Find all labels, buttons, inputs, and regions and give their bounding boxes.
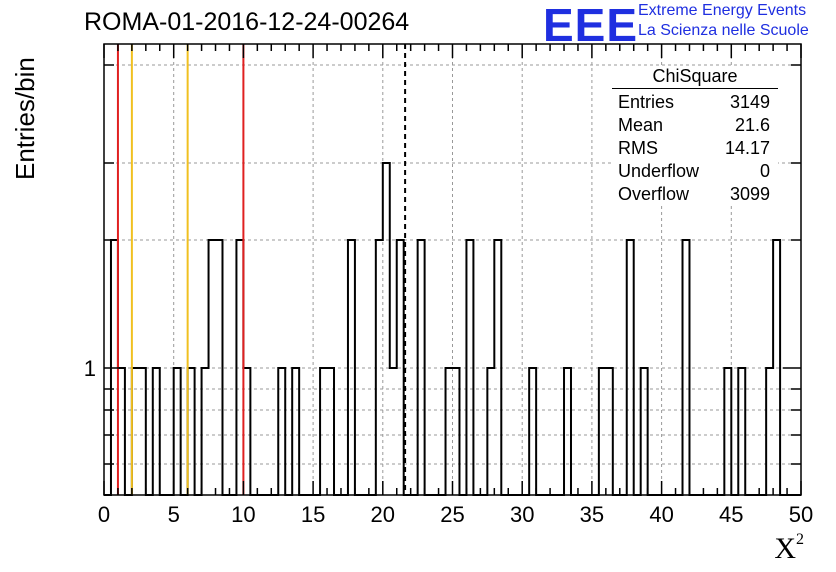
- histogram-bin: [390, 368, 397, 495]
- plot-frame: [103, 43, 802, 496]
- histogram-bin: [243, 368, 250, 495]
- histogram-bin: [327, 368, 334, 495]
- histogram-bin: [738, 368, 745, 495]
- histogram-bin: [132, 368, 139, 495]
- histogram-bin: [278, 368, 285, 495]
- histogram-bin: [202, 368, 209, 495]
- stats-value: 0: [759, 161, 770, 181]
- stats-label: RMS: [618, 138, 658, 158]
- x-tick-label: 15: [301, 502, 325, 527]
- y-axis-label: Entries/bin: [10, 57, 40, 180]
- histogram-bin: [446, 368, 453, 495]
- histogram-bin: [174, 368, 181, 495]
- eee-logo: EEE: [543, 0, 639, 51]
- histogram-bin: [139, 368, 146, 495]
- x-tick-label: 40: [649, 502, 673, 527]
- logo-line-1: Extreme Energy Events: [638, 2, 807, 19]
- stats-value: 3099: [729, 184, 770, 204]
- y-tick-label: 1: [84, 356, 96, 381]
- stats-label: Mean: [618, 115, 664, 135]
- stats-row-underflow: Underflow 0: [612, 160, 778, 183]
- histogram-bin: [292, 368, 299, 495]
- histogram-bin: [724, 368, 731, 495]
- reference-lines: [116, 44, 407, 495]
- histogram-bin: [320, 368, 327, 495]
- histogram-bin: [766, 368, 773, 495]
- x-tick-label: 45: [719, 502, 743, 527]
- histogram-bin: [153, 368, 160, 495]
- x-tick-label: 5: [168, 502, 180, 527]
- axis-ticks: 0 5 10 15 20 25 30 35 40 45 50 1: [84, 44, 813, 527]
- histogram-bin: [118, 368, 125, 495]
- x-axis-label: X2: [774, 531, 804, 566]
- stats-box: ChiSquare Entries 3149 Mean 21.6 RMS 14.17 …: [612, 66, 778, 206]
- stats-row-entries: Entries 3149: [612, 91, 778, 114]
- stats-title: ChiSquare: [612, 66, 778, 89]
- x-tick-label: 30: [510, 502, 534, 527]
- x-tick-label: 25: [440, 502, 464, 527]
- chart-title: ROMA-01-2016-12-24-00264: [84, 8, 410, 36]
- histogram-bin: [487, 368, 494, 495]
- stats-value: 21.6: [734, 115, 770, 135]
- histogram-bin: [453, 368, 460, 495]
- stats-label: Entries: [618, 92, 675, 112]
- x-tick-label: 0: [98, 502, 110, 527]
- histogram-bin: [383, 163, 390, 495]
- histogram-bin: [606, 368, 613, 495]
- x-axis-label-base: X: [774, 532, 796, 565]
- stats-value: 3149: [729, 92, 770, 112]
- histogram-bin: [564, 368, 571, 495]
- x-tick-label: 35: [580, 502, 604, 527]
- stats-row-rms: RMS 14.17: [612, 137, 778, 160]
- x-tick-label: 20: [371, 502, 395, 527]
- histogram-bin: [529, 368, 536, 495]
- x-tick-label: 50: [789, 502, 813, 527]
- logo-line-2: La Scienza nelle Scuole: [638, 22, 809, 39]
- stats-row-mean: Mean 21.6: [612, 114, 778, 137]
- stats-label: Overflow: [618, 184, 690, 204]
- x-axis-label-superscript: 2: [796, 531, 804, 548]
- stats-value: 14.17: [724, 138, 770, 158]
- x-tick-label: 10: [231, 502, 255, 527]
- stats-row-overflow: Overflow 3099: [612, 183, 778, 206]
- histogram-bin: [599, 368, 606, 495]
- stats-label: Underflow: [618, 161, 700, 181]
- histogram-bin: [641, 368, 648, 495]
- histogram-bin: [188, 368, 195, 495]
